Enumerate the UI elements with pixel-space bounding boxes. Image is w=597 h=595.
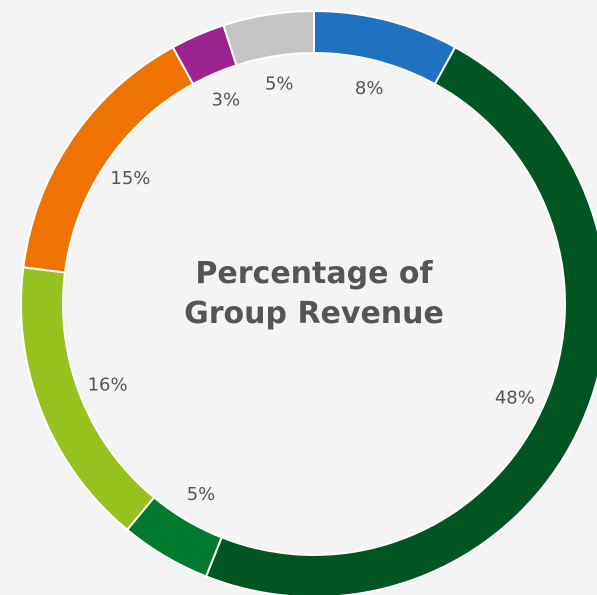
data-label: 5%: [187, 484, 216, 505]
data-label: 15%: [110, 168, 150, 189]
data-label: 8%: [355, 78, 384, 99]
donut-segment: [22, 45, 195, 274]
data-label: 3%: [212, 89, 241, 110]
chart-title: Percentage of Group Revenue: [184, 256, 444, 331]
data-label: 5%: [265, 74, 294, 95]
donut-segment: [222, 9, 315, 67]
data-label: 48%: [495, 388, 535, 409]
data-label: 16%: [88, 375, 128, 396]
donut-segment: [313, 9, 457, 86]
donut-segment: [20, 266, 156, 532]
